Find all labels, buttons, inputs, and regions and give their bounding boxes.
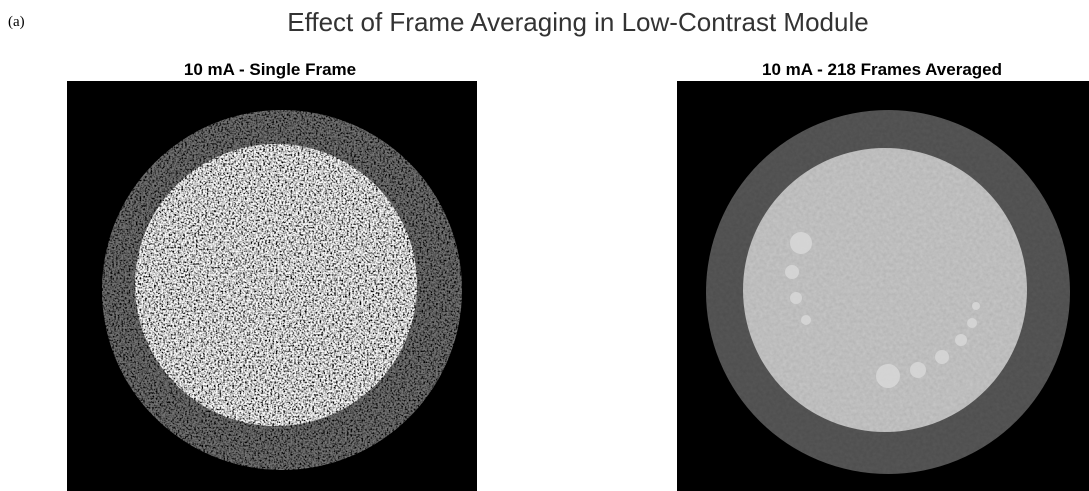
ct-image-single	[67, 81, 477, 491]
figure: (a) Effect of Frame Averaging in Low-Con…	[0, 0, 1089, 491]
panel-title: 10 mA - 218 Frames Averaged	[762, 60, 1002, 79]
figure-title: Effect of Frame Averaging in Low-Contras…	[287, 7, 868, 37]
figure-label: (a)	[8, 14, 25, 30]
panel-title: 10 mA - Single Frame	[184, 60, 356, 79]
ct-image-averaged	[677, 81, 1089, 491]
